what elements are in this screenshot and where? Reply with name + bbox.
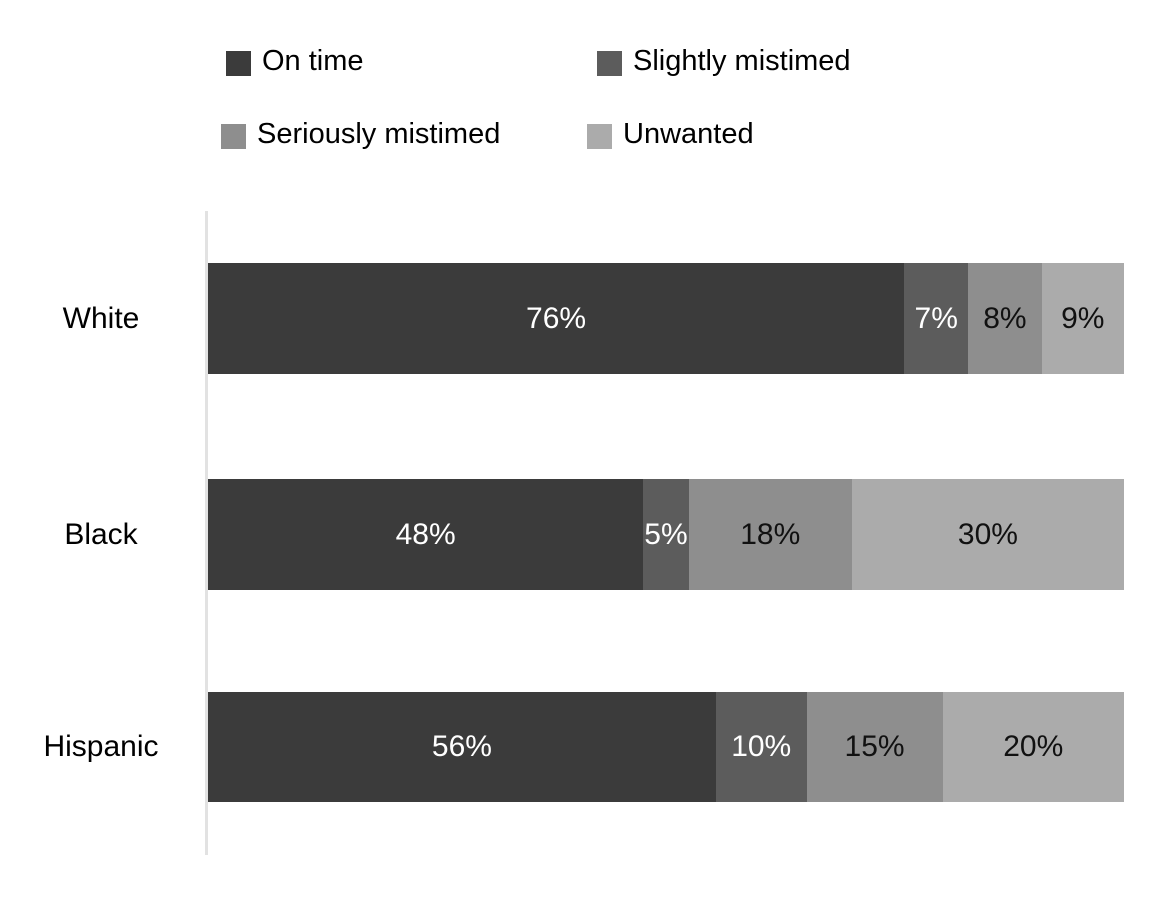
legend-swatch-slightly-mistimed [597, 50, 622, 76]
data-label: 30% [957, 517, 1018, 551]
legend-swatch-seriously-mistimed [221, 123, 246, 149]
legend-label-unwanted: Unwanted [623, 118, 754, 150]
legend-swatch-unwanted [587, 123, 612, 149]
category-label-hispanic: Hispanic [43, 730, 159, 763]
data-label: 15% [844, 730, 905, 763]
data-label: 20% [1003, 730, 1064, 763]
bar-row-white: 76% 7% 8% 9% [208, 263, 1124, 374]
legend-swatch-on-time [226, 50, 251, 76]
legend-item-seriously-mistimed: Seriously mistimed [221, 120, 500, 152]
bar-segment-black-unwanted: 30% [851, 479, 1124, 590]
data-label: 9% [1061, 301, 1105, 335]
data-label: 10% [731, 730, 792, 763]
bar-segment-white-unwanted: 9% [1041, 263, 1124, 374]
legend-item-slightly-mistimed: Slightly mistimed [597, 47, 851, 79]
bar-segment-hispanic-slightly-mistimed: 10% [715, 692, 807, 802]
data-label: 8% [983, 301, 1027, 335]
data-label: 48% [395, 517, 456, 551]
legend-label-seriously-mistimed: Seriously mistimed [257, 118, 501, 150]
bar-segment-white-slightly-mistimed: 7% [904, 263, 969, 374]
bar-row-black: 48% 5% 18% 30% [208, 479, 1124, 590]
bar-segment-white-on-time: 76% [208, 263, 905, 374]
data-label: 7% [914, 301, 958, 335]
legend-label-slightly-mistimed: Slightly mistimed [633, 45, 851, 77]
bar-row-hispanic: 56% 10% 15% 20% [208, 692, 1124, 802]
bar-segment-hispanic-on-time: 56% [208, 692, 716, 802]
legend-item-on-time: On time [226, 47, 364, 79]
data-label: 5% [644, 517, 688, 551]
bar-segment-hispanic-unwanted: 20% [942, 692, 1124, 802]
bar-segment-hispanic-seriously-mistimed: 15% [806, 692, 943, 802]
bar-segment-white-seriously-mistimed: 8% [968, 263, 1042, 374]
y-axis-line [205, 211, 208, 855]
bar-segment-black-on-time: 48% [208, 479, 644, 590]
bar-segment-black-seriously-mistimed: 18% [688, 479, 852, 590]
bar-segment-black-slightly-mistimed: 5% [643, 479, 689, 590]
data-label: 56% [431, 730, 492, 763]
data-label: 76% [526, 301, 587, 335]
data-label: 18% [740, 517, 801, 551]
category-label-white: White [62, 301, 140, 335]
legend-item-unwanted: Unwanted [587, 120, 754, 152]
category-label-black: Black [64, 517, 138, 551]
legend-label-on-time: On time [262, 45, 364, 77]
